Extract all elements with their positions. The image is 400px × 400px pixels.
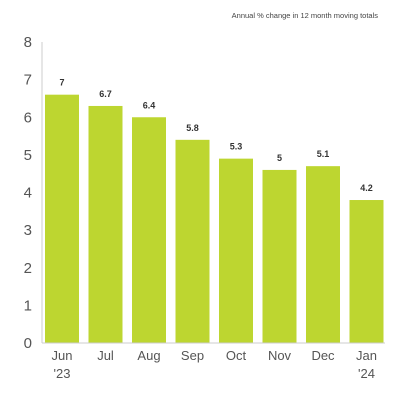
bar-data-label: 5.1 <box>317 149 330 159</box>
bar-data-label: 5 <box>277 153 282 163</box>
y-tick-label: 2 <box>24 260 32 277</box>
y-tick-label: 7 <box>24 72 32 89</box>
bar-data-label: 4.2 <box>360 183 373 193</box>
bar <box>175 139 210 343</box>
bar <box>219 158 253 343</box>
x-category-label: '23 <box>54 366 71 381</box>
x-category-label: Sep <box>181 348 204 363</box>
x-category-label: Jul <box>97 348 114 363</box>
x-category-label: Jan <box>356 348 377 363</box>
bar <box>349 200 384 343</box>
bar <box>306 166 340 343</box>
x-category-label: Jun <box>52 348 73 363</box>
bar <box>262 169 297 343</box>
y-tick-label: 5 <box>24 147 32 164</box>
y-tick-label: 0 <box>24 335 32 352</box>
bar-data-label: 5.3 <box>230 142 243 152</box>
x-category-label: '24 <box>358 366 375 381</box>
bar <box>88 105 123 344</box>
x-category-label: Aug <box>137 348 160 363</box>
bar-data-label: 7 <box>59 78 64 88</box>
x-category-label: Dec <box>311 348 335 363</box>
bar-data-label: 6.7 <box>99 89 112 99</box>
bar-data-label: 5.8 <box>186 123 199 133</box>
x-category-label: Oct <box>226 348 247 363</box>
x-category-label: Nov <box>268 348 292 363</box>
chart-subtitle: Annual % change in 12 month moving total… <box>231 11 378 20</box>
bar <box>132 117 166 343</box>
y-tick-label: 4 <box>24 185 32 202</box>
y-tick-label: 8 <box>24 34 32 51</box>
y-tick-label: 1 <box>24 297 32 314</box>
bar <box>45 94 79 343</box>
y-tick-label: 6 <box>24 109 32 126</box>
y-tick-label: 3 <box>24 222 32 239</box>
bar-data-label: 6.4 <box>143 100 156 110</box>
